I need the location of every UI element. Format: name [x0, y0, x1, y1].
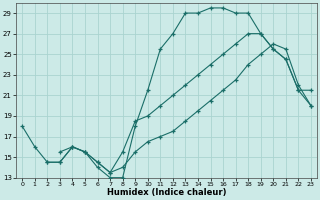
X-axis label: Humidex (Indice chaleur): Humidex (Indice chaleur) — [107, 188, 226, 197]
